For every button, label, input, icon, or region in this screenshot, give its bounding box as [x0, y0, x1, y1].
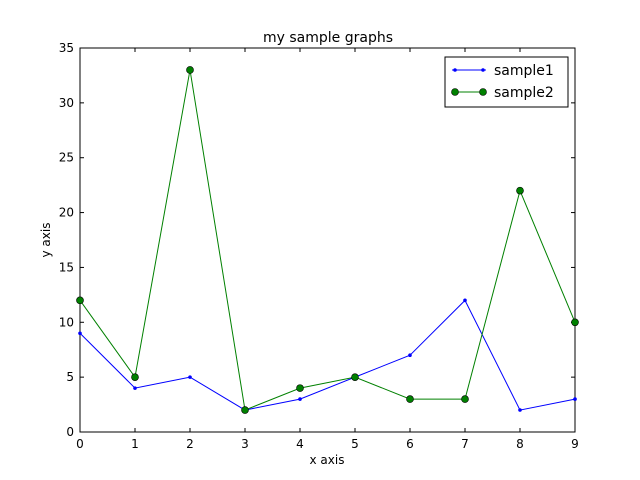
legend-marker-sample2: [451, 88, 459, 96]
y-tick-label: 25: [59, 151, 74, 165]
data-point-sample1: [188, 375, 192, 379]
data-point-sample2: [131, 373, 139, 381]
x-axis-label: x axis: [310, 453, 345, 467]
data-point-sample1: [518, 408, 522, 412]
data-point-sample2: [516, 186, 524, 195]
y-tick-label: 35: [59, 41, 74, 55]
series-line-sample2: [79, 69, 576, 411]
x-tick-label: 2: [186, 437, 194, 451]
data-point-sample1: [133, 386, 137, 390]
data-point-sample1: [408, 353, 412, 358]
legend-label-sample2: sample2: [494, 85, 554, 101]
x-tick-label: 3: [241, 437, 249, 451]
series-sample1: [78, 298, 577, 412]
y-tick-label: 20: [59, 206, 74, 220]
series-line-sample1: [79, 299, 576, 411]
x-tick-label: 1: [131, 437, 139, 451]
data-point-sample2: [461, 395, 469, 403]
x-tick-label: 0: [76, 437, 84, 451]
x-tick-label: 9: [571, 437, 579, 451]
data-point-sample2: [76, 296, 84, 305]
y-axis: 0 5 10 15 20 25 30 35: [59, 41, 575, 439]
legend-marker-sample2: [479, 88, 487, 96]
x-tick-label: 4: [296, 437, 304, 451]
chart-title: my sample graphs: [263, 30, 393, 46]
data-point-sample2: [571, 318, 579, 327]
y-tick-label: 30: [59, 96, 74, 110]
y-tick-label: 5: [66, 370, 74, 384]
legend-marker-sample1: [453, 68, 457, 72]
x-tick-label: 8: [516, 437, 524, 451]
y-axis-label: y axis: [39, 223, 53, 258]
plot-area: [79, 47, 576, 433]
data-point-sample1: [463, 298, 467, 303]
y-tick-label: 0: [66, 425, 74, 439]
legend-label-sample1: sample1: [494, 63, 554, 79]
series-layer: [76, 66, 579, 414]
legend-item-sample1: sample1: [452, 63, 554, 79]
legend-marker-sample1: [481, 68, 485, 72]
data-point-sample2: [186, 66, 194, 74]
data-point-sample1: [78, 331, 82, 336]
data-point-sample1: [573, 397, 577, 401]
legend-box: [444, 56, 569, 108]
series-sample2: [76, 66, 579, 414]
data-point-sample2: [241, 406, 249, 414]
data-point-sample2: [296, 384, 304, 392]
legend: sample1 sample2: [444, 56, 569, 108]
y-tick-label: 15: [59, 260, 74, 274]
data-point-sample2: [351, 373, 359, 381]
x-axis: 0 1 2 3 4 5 6 7 8 9: [76, 48, 579, 451]
x-tick-label: 7: [461, 437, 469, 451]
legend-item-sample2: sample2: [451, 85, 554, 101]
data-point-sample2: [406, 395, 414, 403]
x-tick-label: 5: [351, 437, 359, 451]
data-point-sample1: [298, 397, 302, 401]
x-tick-label: 6: [406, 437, 414, 451]
y-tick-label: 10: [59, 315, 74, 329]
